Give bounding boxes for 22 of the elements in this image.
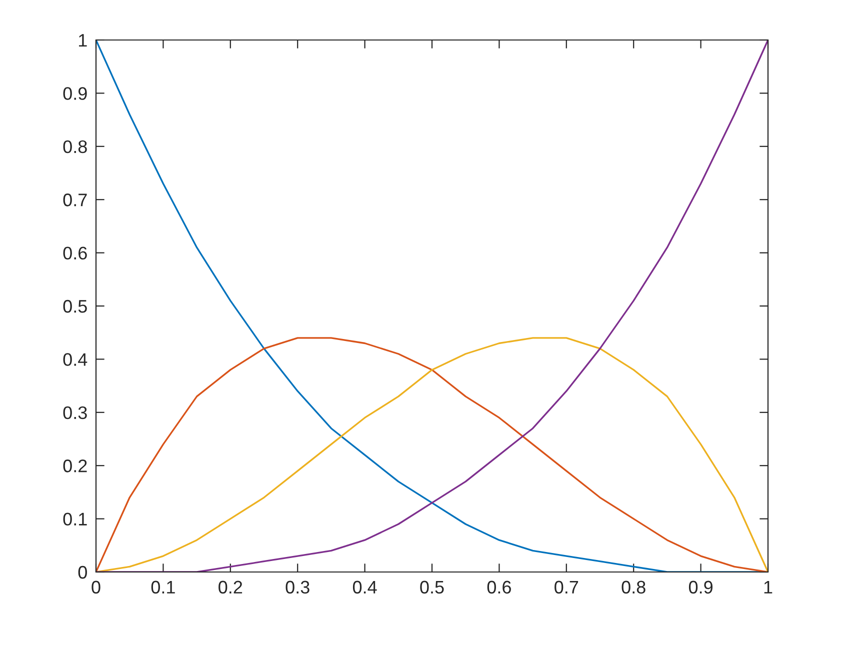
x-tick-label: 0.1 bbox=[151, 580, 175, 594]
y-tick-label: 0.7 bbox=[63, 194, 87, 206]
y-tick-label: 0.5 bbox=[63, 300, 87, 313]
x-tick-label: 0.9 bbox=[688, 580, 712, 594]
x-tick-label: 0.6 bbox=[487, 580, 511, 594]
x-tick-label: 1 bbox=[764, 580, 772, 594]
x-tick-label: 0.5 bbox=[420, 580, 444, 594]
y-tick-label: 1 bbox=[79, 34, 87, 47]
x-tick-label: 0.7 bbox=[554, 580, 578, 594]
y-tick-label: 0 bbox=[78, 566, 87, 579]
x-tick-label: 0.4 bbox=[352, 580, 377, 594]
x-tick-label: 0.2 bbox=[218, 580, 242, 594]
y-tick-label: 0.2 bbox=[63, 460, 87, 472]
x-tick-label: 0 bbox=[92, 580, 100, 594]
y-tick-label: 0.6 bbox=[63, 246, 87, 260]
y-tick-label: 0.1 bbox=[63, 512, 87, 526]
x-tick-label: 0.8 bbox=[622, 580, 646, 594]
y-tick-label: 0.8 bbox=[63, 140, 87, 154]
y-tick-label: 0.9 bbox=[63, 87, 87, 100]
y-tick-label: 0.4 bbox=[63, 353, 88, 366]
y-tick-label: 0.3 bbox=[63, 406, 87, 420]
x-tick-label: 0.3 bbox=[286, 580, 310, 594]
